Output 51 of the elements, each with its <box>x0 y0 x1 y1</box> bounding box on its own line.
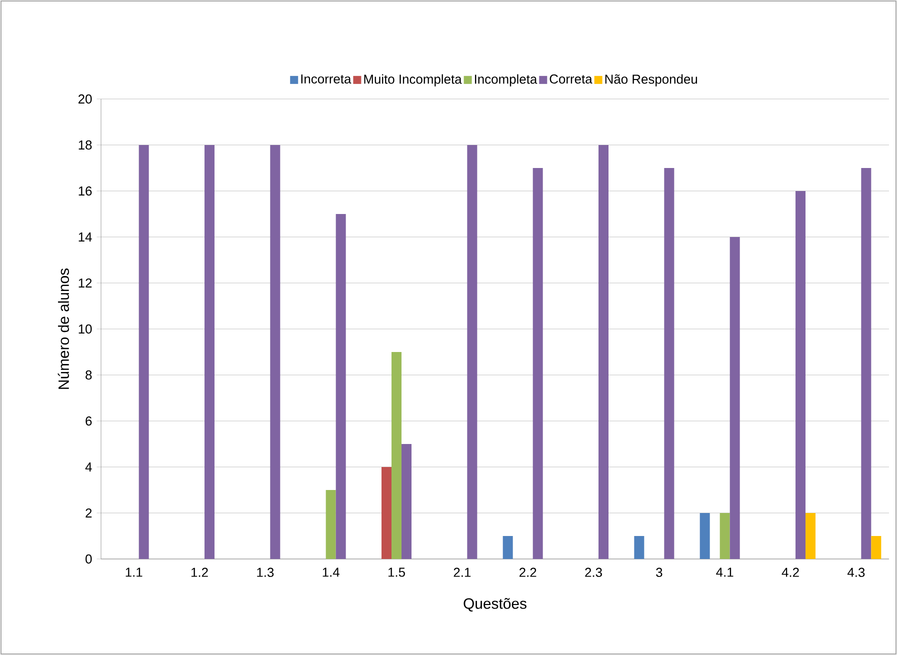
bar <box>796 190 806 559</box>
bar <box>861 168 872 559</box>
legend-label: Muito Incompleta <box>364 74 462 86</box>
bar <box>336 214 346 559</box>
bar <box>138 144 149 559</box>
x-axis-title: Questões <box>464 598 526 612</box>
bar <box>806 512 816 559</box>
y-tick-label: 10 <box>78 324 92 334</box>
x-tick-label: 4.1 <box>716 568 734 577</box>
bar <box>326 490 336 559</box>
bar <box>532 168 543 559</box>
y-tick-label: 6 <box>86 416 92 426</box>
bar <box>392 352 402 559</box>
bar <box>204 144 215 559</box>
x-tick-label: 4.3 <box>847 568 865 577</box>
bar <box>402 444 412 559</box>
y-axis-title: Número de alunos <box>58 268 69 389</box>
bar <box>730 236 740 559</box>
x-tick-label: 2.2 <box>520 568 536 577</box>
legend-label: Incompleta <box>475 74 538 86</box>
y-tick-label: 12 <box>78 278 92 288</box>
y-tick-label: 20 <box>78 94 92 104</box>
y-tick-label: 0 <box>86 554 92 564</box>
x-tick-label: 1.2 <box>191 568 208 577</box>
x-tick-label: 2.3 <box>585 568 602 577</box>
bar <box>720 512 730 559</box>
x-tick-label: 2.1 <box>454 568 471 577</box>
legend-label: Incorreta <box>301 74 352 84</box>
y-tick-label: 2 <box>86 508 92 518</box>
bar <box>270 144 280 559</box>
bar <box>634 536 644 559</box>
bar <box>467 144 478 559</box>
y-tick-label: 8 <box>86 370 92 380</box>
x-tick-label: 1.3 <box>257 568 274 577</box>
bar <box>700 512 710 559</box>
y-tick-label: 14 <box>78 232 92 242</box>
bar <box>502 536 513 559</box>
x-tick-label: 1.4 <box>322 568 340 577</box>
x-tick-label: 1.5 <box>388 568 405 577</box>
x-tick-label: 3 <box>656 568 662 577</box>
legend-label: Correta <box>550 74 592 84</box>
bar <box>664 168 674 559</box>
legend-label: Não Respondeu <box>605 74 698 86</box>
y-tick-label: 18 <box>78 140 92 150</box>
bar <box>598 144 609 559</box>
x-tick-label: 4.2 <box>782 568 799 577</box>
bar <box>871 536 882 559</box>
y-tick-label: 16 <box>78 186 92 196</box>
x-tick-label: 1.1 <box>126 568 142 577</box>
y-tick-label: 4 <box>85 462 92 472</box>
bar <box>382 466 392 559</box>
